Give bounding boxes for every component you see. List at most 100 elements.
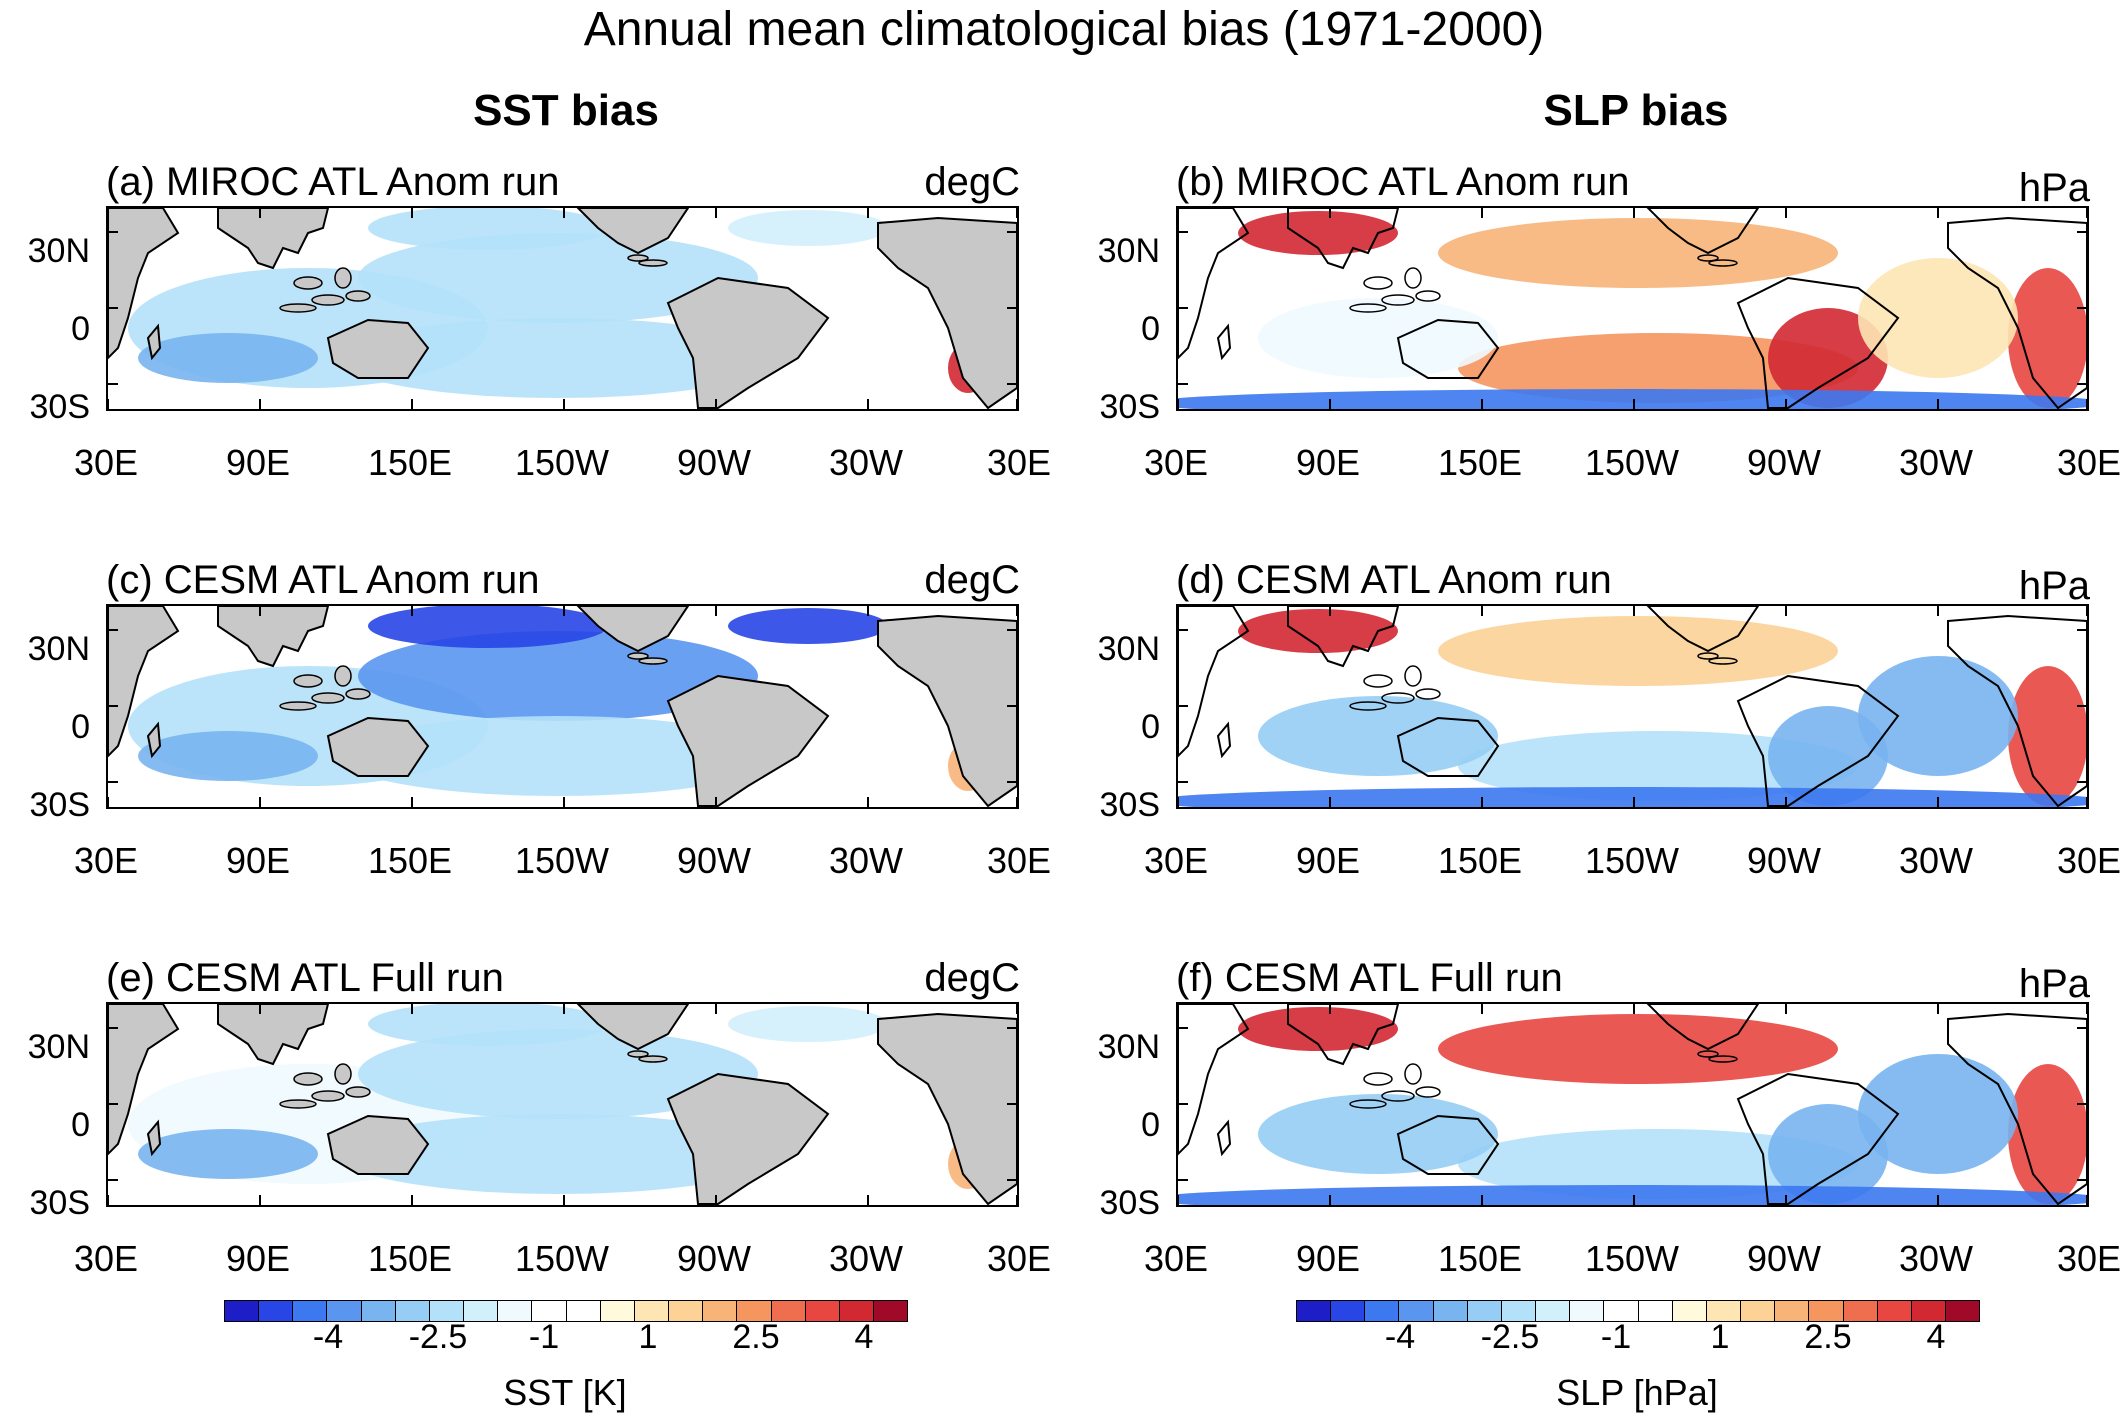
colorbar-cell (361, 1301, 396, 1321)
island-outline (311, 1090, 345, 1102)
continent-outline (1287, 606, 1400, 668)
lon-tick-label: 90E (1295, 840, 1361, 881)
continent-outline (108, 606, 180, 758)
island-outline (1349, 701, 1387, 711)
colorbar-tick-label: 4 (854, 1318, 874, 1356)
island-outline (1404, 665, 1422, 687)
colorbar-cell (1843, 1301, 1878, 1321)
island-outline (1363, 674, 1393, 688)
panel-f: (f) CESM ATL Full run hPa 30N 0 30S 30E 90E 150… (1070, 956, 2121, 1376)
island-outline (293, 276, 323, 290)
column-title-slp: SLP bias (1543, 86, 1729, 135)
panel-e: (e) CESM ATL Full run degC 30N 0 30S 30E 90E 15… (0, 956, 1051, 1376)
panel-unit: hPa (2018, 166, 2090, 210)
colorbar-cell (498, 1301, 533, 1321)
panel-unit: degC (924, 558, 1020, 602)
panel-unit: hPa (2018, 564, 2090, 608)
lon-tick-label: 150W (1584, 442, 1680, 483)
panel-title: (c) CESM ATL Anom run (106, 558, 540, 602)
map-b (1176, 206, 2089, 411)
bias-contour (338, 1114, 778, 1194)
island-outline (345, 1086, 371, 1098)
continent-outline (1947, 216, 2087, 409)
island-outline (279, 303, 317, 313)
continent-outline (108, 1004, 180, 1156)
bias-contour (1458, 333, 1858, 403)
lat-tick-label: 0 (71, 708, 90, 746)
panel-d: (d) CESM ATL Anom run hPa 30N 0 30S 30E 90E 150… (1070, 558, 2121, 978)
island-outline (627, 652, 649, 660)
lon-tick-label: 30W (1898, 1238, 1974, 1279)
lon-tick-label: 90E (225, 840, 291, 881)
bias-contour (138, 731, 318, 781)
lon-tick-label: 90W (1746, 442, 1822, 483)
colorbar-cell (1741, 1301, 1776, 1321)
island-outline (638, 259, 668, 267)
bias-contour (338, 716, 778, 796)
colorbar-cell (566, 1301, 601, 1321)
island-outline (1708, 1055, 1738, 1063)
panel-a: (a) MIROC ATL Anom run degC 30N 0 30S 30E 90E 1… (0, 160, 1051, 580)
lat-tick-label: 30N (1097, 232, 1160, 270)
colorbar-tick-label: -1 (528, 1318, 560, 1356)
colorbar-cell (532, 1301, 567, 1321)
panel-title: (d) CESM ATL Anom run (1176, 558, 1612, 602)
colorbar-cell (737, 1301, 772, 1321)
lat-tick-label: 30S (29, 786, 91, 824)
colorbar-cell (1706, 1301, 1742, 1321)
colorbar-cell (1331, 1301, 1366, 1321)
lon-tick-label: 30E (73, 1238, 139, 1279)
colorbar-cell (703, 1301, 738, 1321)
bias-contour (1178, 1185, 2087, 1205)
lon-tick-label: 30W (1898, 442, 1974, 483)
bias-contour (1768, 308, 1888, 408)
colorbar-cell (771, 1301, 806, 1321)
island-outline (627, 1050, 649, 1058)
colorbar-cell (327, 1301, 362, 1321)
lon-tick-label: 150E (367, 840, 453, 881)
continent-outline (146, 1119, 162, 1157)
island-outline (279, 701, 317, 711)
lon-tick-label: 90W (676, 840, 752, 881)
bias-contour (1858, 258, 2018, 378)
bias-contour (1858, 1054, 2018, 1174)
lon-tick-label: 30W (828, 1238, 904, 1279)
panel-title: (e) CESM ATL Full run (106, 956, 504, 1000)
island-outline (1349, 1099, 1387, 1109)
continent-outline (1216, 323, 1232, 361)
colorbar-tick-label: -2.5 (408, 1318, 468, 1356)
map-f (1176, 1002, 2089, 1207)
bias-contour (1178, 787, 2087, 807)
island-outline (1415, 290, 1441, 302)
continent-outline (877, 216, 1017, 409)
panel-title: (b) MIROC ATL Anom run (1176, 160, 1630, 204)
bias-contour (728, 210, 888, 246)
lon-tick-label: 30W (828, 840, 904, 881)
bias-contour (138, 333, 318, 383)
colorbar-cell (1365, 1301, 1400, 1321)
bias-contour (1458, 1129, 1858, 1199)
bias-contour (1768, 1104, 1888, 1204)
lat-tick-label: 30N (27, 232, 90, 270)
continent-outline (1178, 208, 1250, 360)
colorbar-tick-label: -4 (1384, 1318, 1416, 1356)
colorbar-cell (1570, 1301, 1605, 1321)
lon-tick-label: 30E (73, 442, 139, 483)
continent-outline (326, 1114, 430, 1175)
colorbar-cell (1775, 1301, 1810, 1321)
island-outline (1363, 276, 1393, 290)
lon-tick-label: 90W (676, 442, 752, 483)
lon-tick-label: 150W (514, 840, 610, 881)
bias-contour (2008, 666, 2087, 806)
island-outline (1381, 692, 1415, 704)
lat-tick-label: 30S (1099, 786, 1161, 824)
bias-contour (368, 606, 608, 648)
colorbar-tick-label: 2.5 (1804, 1318, 1852, 1356)
island-outline (1708, 259, 1738, 267)
lon-tick-label: 30E (1143, 840, 1209, 881)
lat-tick-label: 30S (1099, 388, 1161, 426)
lon-tick-label: 30E (986, 442, 1052, 483)
continent-outline (108, 208, 180, 360)
continent-outline (1178, 1004, 1250, 1156)
lon-tick-label: 90W (1746, 840, 1822, 881)
